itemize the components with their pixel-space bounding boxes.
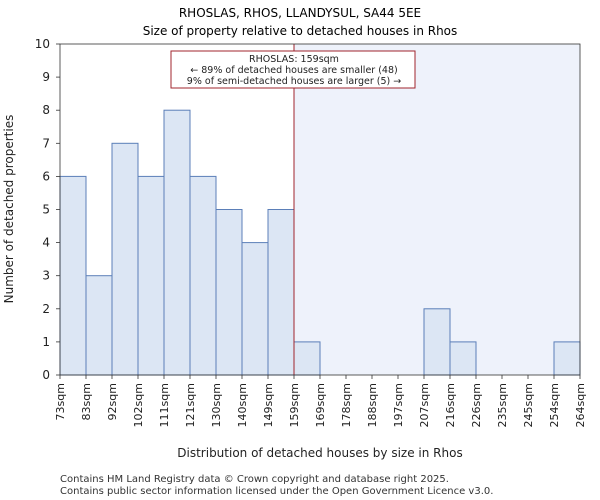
- annotation-box: [170, 50, 416, 89]
- x-tick-label: 226sqm: [470, 383, 483, 427]
- annotation-line-1: RHOSLAS: 159sqm: [249, 54, 339, 65]
- chart-title: RHOSLAS, RHOS, LLANDYSUL, SA44 5EE: [179, 6, 421, 20]
- y-tick-label: 0: [42, 368, 50, 382]
- bar: [137, 175, 165, 376]
- x-tick-label: 102sqm: [132, 383, 145, 427]
- y-ticks: 0 1 2 3 4 5 6 7 8 9 10: [35, 37, 60, 382]
- bar: [111, 142, 139, 376]
- bar: [241, 242, 269, 376]
- footer-line-1: Contains HM Land Registry data © Crown c…: [60, 474, 449, 485]
- x-tick-label: 169sqm: [314, 383, 327, 427]
- bar: [163, 109, 191, 376]
- x-ticks: 73sqm 83sqm 92sqm 102sqm 111sqm 121sqm 130sqm 1…: [54, 375, 587, 427]
- bar: [59, 175, 87, 376]
- y-tick-label: 5: [42, 203, 50, 217]
- y-tick-label: 6: [42, 169, 50, 183]
- bar: [215, 209, 243, 376]
- x-tick-label: 188sqm: [366, 383, 379, 427]
- x-tick-label: 73sqm: [54, 383, 67, 420]
- x-axis-label: Distribution of detached houses by size …: [177, 446, 462, 460]
- x-tick-label: 264sqm: [574, 383, 587, 427]
- x-tick-label: 159sqm: [288, 383, 301, 427]
- x-tick-label: 254sqm: [548, 383, 561, 427]
- y-tick-label: 9: [42, 70, 50, 84]
- x-tick-label: 235sqm: [496, 383, 509, 427]
- chart-subtitle: Size of property relative to detached ho…: [143, 24, 458, 38]
- x-tick-label: 197sqm: [392, 383, 405, 427]
- bar: [85, 275, 113, 376]
- y-tick-label: 4: [42, 236, 50, 250]
- x-tick-label: 178sqm: [340, 383, 353, 427]
- y-tick-label: 3: [42, 269, 50, 283]
- bar: [189, 175, 217, 376]
- bar: [553, 341, 581, 376]
- annotation-line-3: 9% of semi-detached houses are larger (5…: [187, 76, 401, 87]
- bar: [267, 209, 295, 376]
- x-tick-label: 83sqm: [80, 383, 93, 420]
- x-tick-label: 111sqm: [158, 383, 171, 427]
- marker-annotation: RHOSLAS: 159sqm ← 89% of detached houses…: [170, 50, 416, 89]
- y-axis-label: Number of detached properties: [2, 115, 16, 304]
- footer-line-2: Contains public sector information licen…: [60, 486, 493, 497]
- x-tick-label: 216sqm: [444, 383, 457, 427]
- x-tick-label: 149sqm: [262, 383, 275, 427]
- x-tick-label: 245sqm: [522, 383, 535, 427]
- x-tick-label: 207sqm: [418, 383, 431, 427]
- annotation-line-2: ← 89% of detached houses are smaller (48…: [190, 65, 397, 76]
- y-tick-label: 8: [42, 103, 50, 117]
- bar: [293, 341, 321, 376]
- x-tick-label: 140sqm: [236, 383, 249, 427]
- y-tick-label: 1: [42, 335, 50, 349]
- bar: [449, 341, 477, 376]
- x-tick-label: 130sqm: [210, 383, 223, 427]
- x-tick-label: 92sqm: [106, 383, 119, 420]
- y-tick-label: 7: [42, 136, 50, 150]
- bar: [423, 308, 451, 376]
- y-tick-label: 10: [35, 37, 50, 51]
- y-tick-label: 2: [42, 302, 50, 316]
- x-tick-label: 121sqm: [184, 383, 197, 427]
- bars-group: [59, 109, 581, 376]
